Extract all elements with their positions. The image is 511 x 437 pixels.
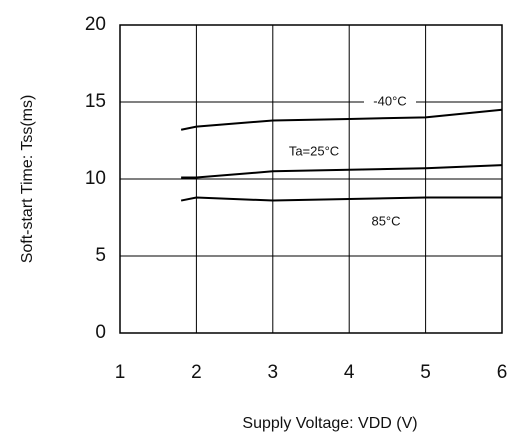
x-axis-title: Supply Voltage: VDD (V) <box>242 415 417 432</box>
x-tick-label: 3 <box>268 362 279 383</box>
y-tick-label: 15 <box>85 91 106 112</box>
y-tick-label: 0 <box>95 322 106 343</box>
label-bg <box>360 214 412 230</box>
x-tick-label: 2 <box>191 362 202 383</box>
label-bg <box>288 144 340 160</box>
plot-frame <box>119 24 503 334</box>
series-label: 85°C <box>371 213 400 228</box>
y-tick-label: 10 <box>85 168 106 189</box>
series-line <box>180 196 502 202</box>
series-label: Ta=25°C <box>289 143 339 158</box>
series-line <box>180 108 503 131</box>
x-tick-label: 1 <box>115 362 126 383</box>
series-label: -40°C <box>373 93 406 108</box>
label-bg <box>364 94 416 110</box>
series-line <box>181 164 503 179</box>
x-tick-label: 5 <box>420 362 431 383</box>
y-axis-title: Soft-start Time: Tss(ms) <box>19 95 36 264</box>
x-tick-label: 4 <box>344 362 355 383</box>
y-tick-label: 5 <box>95 245 106 266</box>
y-tick-label: 20 <box>85 14 106 35</box>
x-tick-label: 6 <box>497 362 508 383</box>
